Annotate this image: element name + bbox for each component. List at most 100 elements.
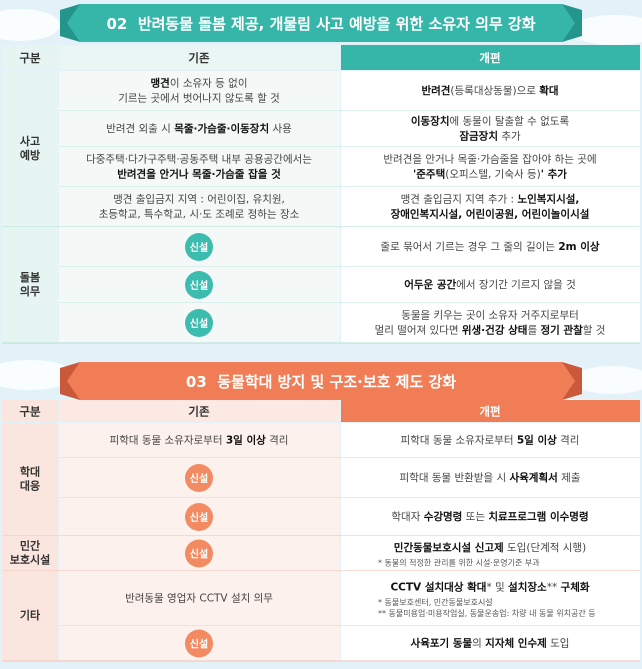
new-badge — [185, 309, 213, 337]
cell-text: 반려동물 영업자 CCTV 설치 의무 — [125, 592, 273, 605]
text-run: 맹견 출입금지 지역 추가 : — [401, 193, 518, 206]
group-label: 사고 — [20, 134, 40, 148]
after-cell — [341, 227, 640, 267]
cell-text: 학대자 수강명령 또는 치료프로그램 이수명령 — [391, 510, 588, 523]
text-run: 반려견 외출 시 — [106, 123, 174, 135]
cell-text: '준주택(오피스텔, 기숙사 등)' 추가 — [413, 168, 567, 181]
cell-text: 동물을 키우는 곳이 소유자 거주지로부터 — [401, 310, 579, 322]
after-cell — [341, 187, 640, 227]
cell-text: 멀리 떨어져 있다면 위생·건강 상태를 정기 관찰할 것 — [375, 324, 606, 337]
text-run: 민간동물보호시설 신고제 — [394, 541, 504, 554]
header-cell — [2, 400, 58, 422]
new-badge — [185, 464, 213, 492]
text-run: 도입(단계적 시행) — [504, 541, 587, 554]
header-label: 기존 — [188, 405, 210, 419]
group-label: 기타 — [20, 608, 41, 622]
cell-text: 반려견(등록대상동물)으로 확대 — [421, 84, 558, 97]
text-run: 이 소유자 등 없이 — [170, 77, 248, 90]
group-cell — [2, 71, 58, 227]
cloud — [0, 9, 60, 41]
text-run: 추가 — [498, 131, 521, 143]
group-cell — [2, 423, 58, 536]
cell-text: 반려견 외출 시 목줄·가슴줄·이동장치 사용 — [106, 122, 292, 135]
text-run: 를 — [527, 325, 540, 337]
group-label: 의무 — [20, 284, 40, 298]
header-cell — [2, 45, 58, 70]
text-run: 5일 이상 — [517, 434, 557, 447]
cell-text: 맹견 출입금지 지역 : 어린이집, 유치원, — [113, 193, 285, 206]
before-cell — [59, 71, 340, 111]
text-run: 학대자 — [391, 511, 423, 523]
section-number: 02 — [106, 15, 127, 33]
section-title: 02 반려동물 돌봄 제공, 개물림 사고 예방을 위한 소유자 의무 강화 — [106, 15, 535, 33]
text-run: 반려동물 영업자 CCTV 설치 의무 — [125, 592, 273, 605]
text-run: 2m 이상 — [558, 240, 600, 253]
badge-label: 신설 — [190, 472, 208, 485]
cell-text: 줄로 묶어서 기르는 경우 그 줄의 길이는 2m 이상 — [380, 240, 599, 253]
text-run: 멀리 떨어져 있다면 — [375, 324, 462, 337]
header-label: 구분 — [19, 405, 41, 419]
text-run: 반려견을 안거나 목줄·가슴줄 잡을 것 — [117, 168, 281, 181]
section-title-text: 동물학대 방지 및 구조·보호 제도 강화 — [217, 373, 456, 391]
text-run: 확대 — [539, 84, 558, 97]
text-run: 목줄·가슴줄·이동장치 — [174, 122, 269, 135]
cell-text: 잠금장치 추가 — [459, 130, 521, 143]
text-run: 할 것 — [583, 325, 606, 337]
text-run: 동물을 키우는 곳이 소유자 거주지로부터 — [401, 310, 579, 322]
group-label: 민간 — [20, 539, 40, 553]
text-run: 지자체 인수제 — [485, 637, 547, 650]
header-cell — [59, 400, 340, 422]
section-title: 03 동물학대 방지 및 구조·보호 제도 강화 — [186, 373, 456, 391]
group-label: 돌봄 — [20, 270, 40, 284]
badge-label: 신설 — [190, 279, 208, 292]
text-run: 정기 관찰 — [540, 324, 583, 337]
group-label: 보호시설 — [10, 553, 50, 567]
section-spacer — [207, 373, 217, 391]
cell-text: 민간동물보호시설 신고제 도입(단계적 시행) — [394, 541, 586, 554]
banner — [67, 362, 575, 400]
cell-text: 장애인복지시설, 어린이공원, 어린이놀이시설 — [391, 208, 590, 221]
text-run: 에서 장기간 기르지 않을 것 — [456, 279, 576, 291]
cell-text: 초등학교, 특수학교, 시·도 조례로 정하는 장소 — [99, 208, 300, 221]
header-label: 구분 — [19, 51, 41, 65]
cell-text: 피학대 동물 반환받을 시 사육계획서 제출 — [400, 471, 581, 484]
cell-text: 이동장치에 동물이 탈출할 수 없도록 — [411, 115, 570, 128]
cell-text: 맹견 출입금지 지역 추가 : 노인복지시설, — [401, 193, 580, 206]
after-cell — [341, 71, 640, 111]
new-badge — [185, 629, 213, 658]
text-run: ' 추가 — [541, 168, 568, 181]
badge-label: 신설 — [190, 317, 208, 330]
cell-text: 반려견을 안거나 목줄·가슴줄 잡을 것 — [117, 168, 281, 181]
after-cell — [341, 111, 640, 147]
text-run: 이동장치 — [411, 115, 450, 128]
text-run: * 및 — [486, 582, 508, 594]
section-number: 03 — [186, 373, 207, 391]
text-run: 격리 — [266, 434, 289, 447]
cell-text: 사육포기 동물의 지자체 인수제 도입 — [411, 637, 570, 650]
group-cell — [2, 536, 58, 571]
after-cell — [341, 423, 640, 458]
new-badge — [185, 233, 213, 261]
group-label: 예방 — [20, 148, 40, 162]
header-cell — [341, 45, 640, 70]
text-run: 구체화 — [561, 581, 590, 594]
after-cell — [341, 498, 640, 536]
text-run: 사육계획서 — [509, 471, 557, 484]
after-cell — [341, 571, 640, 626]
cloud — [0, 360, 75, 390]
cell-text: CCTV 설치대상 확대* 및 설치장소** 구체화 — [390, 581, 589, 594]
cell-text: 기르는 곳에서 벗어나지 않도록 할 것 — [118, 93, 280, 105]
group-label: 대응 — [20, 479, 40, 493]
text-run: 줄로 묶어서 기르는 경우 그 줄의 길이는 — [380, 240, 558, 253]
badge-label: 신설 — [190, 511, 208, 524]
text-run: 다중주택·다가구주택·공동주택 내부 공용공간에서는 — [86, 154, 312, 166]
text-run: 의 — [472, 638, 485, 650]
text-run: 위생·건강 상태 — [462, 324, 528, 337]
section-title-text: 반려동물 돌봄 제공, 개물림 사고 예방을 위한 소유자 의무 강화 — [138, 15, 536, 33]
before-cell — [59, 423, 340, 458]
new-badge — [185, 271, 213, 299]
text-run: 설치장소 — [508, 581, 547, 594]
after-cell — [341, 536, 640, 571]
text-run: ** — [547, 582, 561, 594]
